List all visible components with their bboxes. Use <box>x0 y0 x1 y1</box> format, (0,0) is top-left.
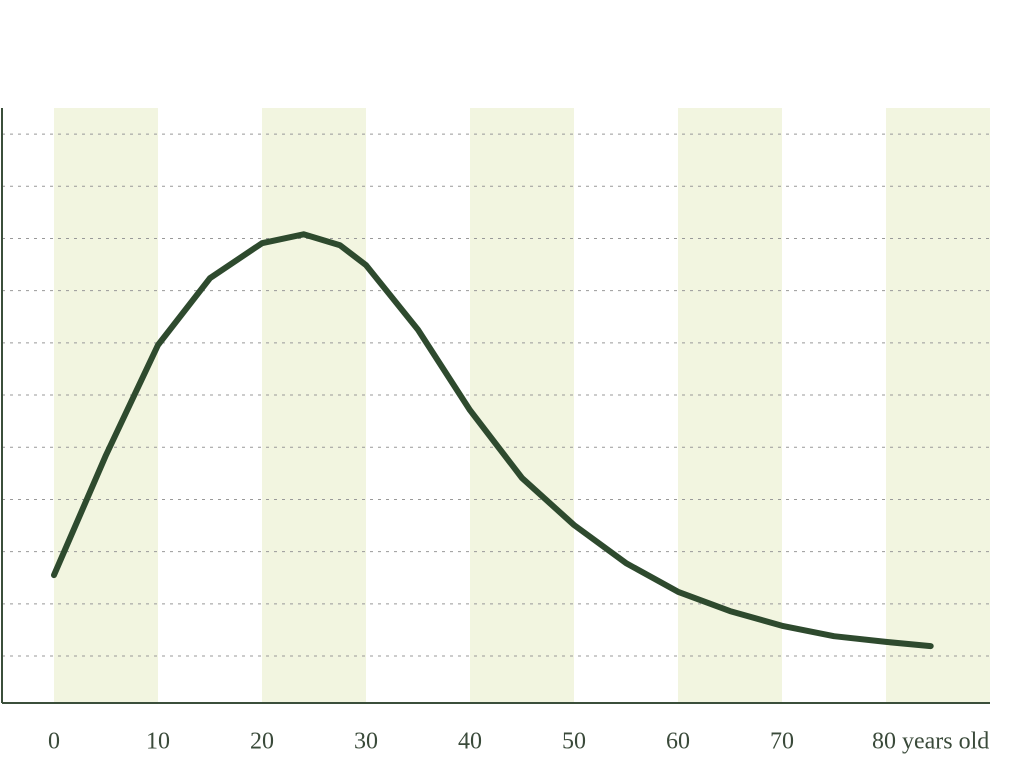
x-tick-label: 70 <box>770 729 794 755</box>
x-tick-label: 60 <box>666 729 690 755</box>
x-tick-label: 20 <box>250 729 274 755</box>
bands <box>54 108 990 703</box>
x-tick-label: 0 <box>48 729 60 755</box>
x-tick-label: 30 <box>354 729 378 755</box>
x-tick-label: 10 <box>146 729 170 755</box>
band <box>262 108 366 703</box>
band <box>886 108 990 703</box>
x-tick-label: 40 <box>458 729 482 755</box>
band <box>54 108 158 703</box>
line <box>51 231 934 650</box>
band <box>470 108 574 703</box>
x-tick-label: 50 <box>562 729 586 755</box>
x-tick-label: 80 years old <box>872 729 989 755</box>
